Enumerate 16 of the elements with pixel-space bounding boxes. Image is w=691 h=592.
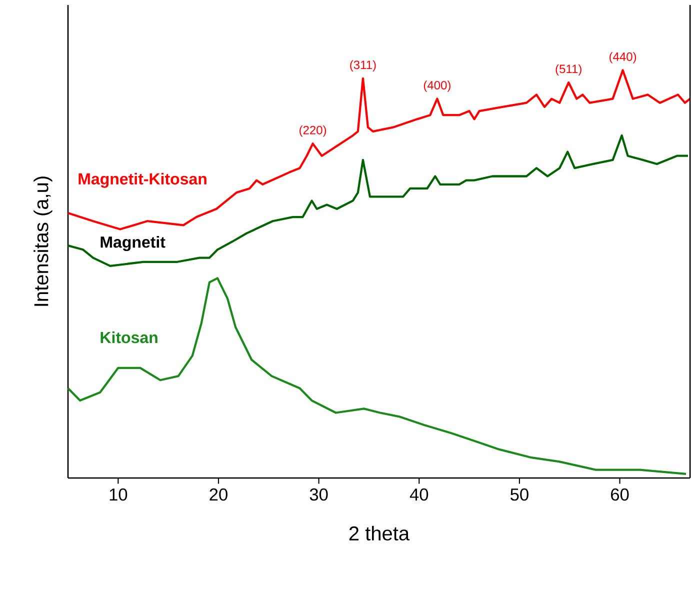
- annotation: (311): [350, 60, 376, 72]
- series-label: Kitosan: [100, 331, 158, 344]
- annotation: (400): [424, 80, 450, 92]
- x-tick-label: 10: [110, 488, 128, 501]
- annotation: (511): [556, 64, 582, 76]
- x-tick-label: 40: [410, 488, 428, 501]
- x-tick-label: 20: [210, 488, 228, 501]
- series-label: Magnetit-Kitosan: [78, 172, 206, 188]
- y-axis-title: Intensitas (a,u): [34, 176, 52, 306]
- annotation: (220): [300, 126, 326, 137]
- annotation: (440): [610, 52, 636, 64]
- x-tick-label: 60: [611, 488, 629, 501]
- x-tick-label: 50: [510, 488, 528, 501]
- x-tick-label: 30: [310, 488, 328, 501]
- series-label: Magnetit: [100, 236, 166, 252]
- x-axis-title: 2 theta: [349, 526, 410, 541]
